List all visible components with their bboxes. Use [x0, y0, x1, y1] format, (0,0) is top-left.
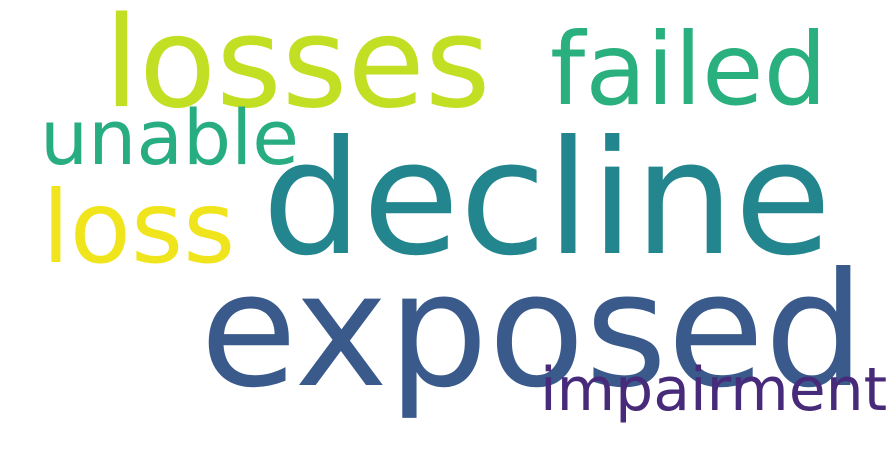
word-exposed: exposed — [200, 239, 865, 423]
word-impairment: impairment — [540, 355, 888, 425]
word-loss: loss — [42, 169, 236, 286]
word-losses: losses — [104, 0, 491, 136]
word-unable: unable — [40, 93, 300, 182]
word-failed: failed — [550, 11, 828, 128]
word-decline: decline — [262, 107, 832, 291]
